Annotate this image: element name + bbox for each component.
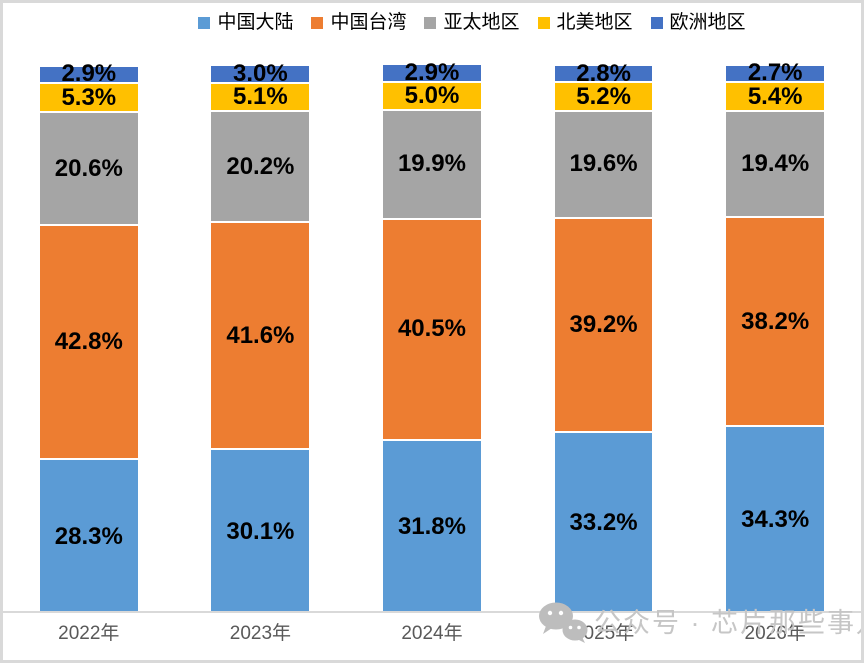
segment-europe: 2.9% [383,61,481,85]
legend-item-asia-pacific: 亚太地区 [424,12,520,33]
legend-item-europe: 欧洲地区 [650,12,746,33]
segment-mainland-china: 31.8% [383,439,481,613]
segment-asia-pacific: 20.6% [39,111,138,225]
legend-label-asia-pacific: 亚太地区 [443,12,520,33]
x-axis-label-2026年: 2026年 [744,623,806,644]
segment-value-label: 5.1% [233,83,288,111]
wechat-icon [539,602,588,643]
segment-taiwan-china: 38.2% [726,216,825,426]
segment-taiwan-china: 40.5% [383,217,481,440]
segment-value-label: 3.0% [233,60,288,88]
legend-swatch-north-america [537,16,550,29]
segment-value-label: 2.8% [576,59,631,87]
legend-swatch-europe [650,16,663,29]
segment-mainland-china: 28.3% [39,458,138,613]
segment-asia-pacific: 20.2% [211,110,310,221]
segment-value-label: 19.4% [741,150,810,178]
segment-value-label: 2.9% [404,59,460,87]
segment-value-label: 19.6% [569,150,638,178]
bar-column-2024年: 2.9% 5.0% 19.9% 40.5% 31.8% [346,61,518,613]
legend-label-taiwan-china: 中国台湾 [330,12,407,33]
segment-asia-pacific: 19.4% [726,110,825,217]
segment-value-label: 5.4% [747,82,803,110]
segment-value-label: 40.5% [397,315,466,343]
segment-taiwan-china: 39.2% [554,217,653,432]
bar-column-2022年: 2.9% 5.3% 20.6% 42.8% 28.3% [3,62,175,613]
stacked-bar-2023年: 3.0% 5.1% 20.2% 41.6% 30.1% [211,62,310,613]
plot-area: 2.9% 5.3% 20.6% 42.8% 28.3% 3.0% 5.1% 20.2% 41.6… [3,61,861,613]
stacked-bar-2025年: 2.8% 5.2% 19.6% 39.2% 33.2% [554,61,653,613]
segment-north-america: 5.3% [39,82,138,112]
segment-taiwan-china: 41.6% [211,220,310,449]
legend-swatch-taiwan-china [311,16,324,29]
segment-value-label: 19.9% [397,150,466,178]
x-axis-label-2025年: 2025年 [572,623,635,644]
segment-north-america: 5.0% [383,81,481,110]
segment-value-label: 20.6% [54,154,123,182]
stacked-bar-2022年: 2.9% 5.3% 20.6% 42.8% 28.3% [39,62,138,613]
x-axis-label-2024年: 2024年 [401,623,463,644]
legend-label-north-america: 北美地区 [556,12,633,33]
segment-value-label: 34.3% [741,506,810,534]
legend-item-north-america: 北美地区 [537,12,633,33]
segment-north-america: 5.4% [726,80,825,111]
segment-value-label: 38.2% [741,307,810,335]
segment-taiwan-china: 42.8% [39,224,138,459]
stacked-bar-2024年: 2.9% 5.0% 19.9% 40.5% 31.8% [383,61,481,613]
x-axis-label-2022年: 2022年 [58,623,120,644]
bar-column-2026年: 2.7% 5.4% 19.4% 38.2% 34.3% [689,61,861,613]
legend-swatch-asia-pacific [424,16,437,29]
segment-value-label: 5.0% [404,82,460,110]
segment-value-label: 31.8% [397,513,466,541]
segment-value-label: 20.2% [226,152,295,180]
segment-value-label: 42.8% [54,328,123,356]
segment-europe: 2.8% [554,61,653,85]
watermark-text: 公众号 · 芯片那些事儿 [594,607,864,638]
bar-column-2025年: 2.8% 5.2% 19.6% 39.2% 33.2% [518,61,690,613]
segment-mainland-china: 33.2% [554,431,653,613]
segment-value-label: 2.9% [61,60,117,88]
x-axis-line [0,611,864,613]
segment-value-label: 30.1% [226,517,295,545]
segment-value-label: 5.3% [61,83,117,111]
segment-value-label: 39.2% [569,311,638,339]
watermark: 公众号 · 芯片那些事儿 [536,601,864,645]
legend-item-taiwan-china: 中国台湾 [311,13,406,32]
segment-value-label: 28.3% [54,522,123,550]
segment-europe: 3.0% [211,62,310,86]
x-axis-label-2023年: 2023年 [229,623,292,644]
bar-column-2023年: 3.0% 5.1% 20.2% 41.6% 30.1% [175,62,347,613]
segment-north-america: 5.1% [211,82,310,111]
segment-asia-pacific: 19.6% [554,109,653,218]
segment-value-label: 2.7% [747,59,803,87]
segment-value-label: 33.2% [569,509,638,537]
legend-item-mainland-china: 中国大陆 [198,13,293,32]
legend-swatch-mainland-china [198,16,211,29]
segment-north-america: 5.2% [554,81,653,110]
stacked-bar-2026年: 2.7% 5.4% 19.4% 38.2% 34.3% [726,61,825,613]
legend: 中国大陆 中国台湾 亚太地区 北美地区 欧洲地区 [0,13,864,32]
legend-label-europe: 欧洲地区 [669,12,746,33]
segment-mainland-china: 30.1% [211,448,310,613]
x-axis-labels: 2022年 2023年 2024年 2025年 2026年 [3,621,861,648]
segment-mainland-china: 34.3% [726,425,825,613]
segment-value-label: 5.2% [576,82,631,110]
segment-europe: 2.7% [726,61,825,85]
segment-europe: 2.9% [39,62,138,86]
segment-value-label: 41.6% [226,321,295,349]
segment-asia-pacific: 19.9% [383,108,481,218]
legend-label-mainland-china: 中国大陆 [217,12,294,33]
